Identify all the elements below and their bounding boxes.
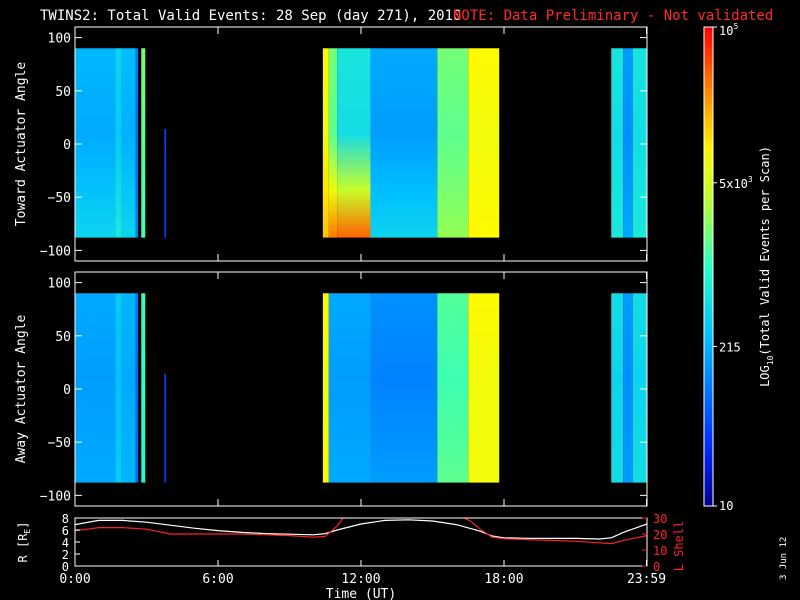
heatmap-block [611,48,624,238]
left-y-tick-label: 8 [62,512,69,526]
orbit-plot-area [75,518,647,566]
away-panel: −100 −50 0 50 100 Away Actuator Angle [14,271,648,507]
y-tick-label: 50 [55,85,71,100]
y-tick-label: 0 [63,138,71,153]
heatmap-block [328,293,371,483]
left-y-tick-label: 6 [62,524,69,538]
colorbar-tick-label: 10 [719,499,733,513]
lshell-series-line [75,518,647,545]
heatmap-block [322,293,329,483]
x-axis-label: Time (UT) [326,587,396,600]
heatmap-block [632,48,647,238]
right-y-tick-label: 30 [653,512,667,526]
heatmap-block [437,48,469,238]
left-axis-label: R [RE] [16,522,32,563]
heatmap-block [135,293,139,483]
y-tick-label: −50 [48,191,71,206]
heatmap-block [141,48,146,238]
heatmap-block [115,48,122,238]
x-tick-label: 18:00 [484,572,523,587]
y-tick-label: 100 [48,277,71,292]
colorbar-tick-label: 5x103 [719,175,753,191]
heatmap-block [370,293,438,483]
y-tick-label: 50 [55,330,71,345]
heatmap-block [164,374,167,483]
heatmap-block [75,293,116,483]
chart-title: TWINS2: Total Valid Events: 28 Sep (day … [40,8,461,24]
heatmap-block [328,48,338,238]
x-tick-label: 23:59 [627,572,666,587]
heatmap-block [141,293,146,483]
heatmap-block [121,293,136,483]
heatmap-block [337,48,371,238]
y-tick-label: −50 [48,436,71,451]
heatmap-block [468,48,500,238]
heatmap-block [611,293,624,483]
y-tick-label: −100 [40,244,71,259]
heatmap-block [623,293,633,483]
right-axis-label: L Shell [672,521,686,572]
right-y-tick-label: 10 [653,544,667,558]
heatmap-block [370,48,438,238]
x-tick-label: 12:00 [341,572,380,587]
heatmap-block [164,129,167,238]
heatmap-block [121,48,136,238]
preliminary-note: NOTE: Data Preliminary - Not validated [453,8,773,24]
radius-series-line [75,519,647,540]
colorbar-label: LOG10(Total Valid Events per Scan) [758,146,775,387]
x-tick-label: 0:00 [59,572,90,587]
left-y-tick-label: 2 [62,548,69,562]
colorbar-gradient [704,27,713,506]
right-y-tick-label: 20 [653,528,667,542]
heatmap-block [632,293,647,483]
heatmap-block [115,293,122,483]
heatmap-block [468,293,500,483]
right-y-tick-label: 0 [653,560,660,574]
colorbar-frame [703,26,714,507]
date-stamp: 3 Jun 12 [779,537,789,580]
y-axis-label: Away Actuator Angle [14,314,29,463]
heatmap-block [437,293,469,483]
y-axis-label: Toward Actuator Angle [14,62,29,227]
colorbar-tick-label: 215 [719,340,741,354]
heatmap-block [322,48,329,238]
heatmap-block [75,48,116,238]
heatmap-block [135,48,139,238]
x-tick-label: 6:00 [202,572,233,587]
toward-panel: −100 −50 0 50 100 Toward Actuator Angle [14,26,648,262]
heatmap-block [623,48,633,238]
left-y-tick-label: 0 [62,560,69,574]
y-tick-label: 0 [63,383,71,398]
left-y-tick-label: 4 [62,536,69,550]
y-tick-label: −100 [40,489,71,504]
y-tick-label: 100 [48,32,71,47]
